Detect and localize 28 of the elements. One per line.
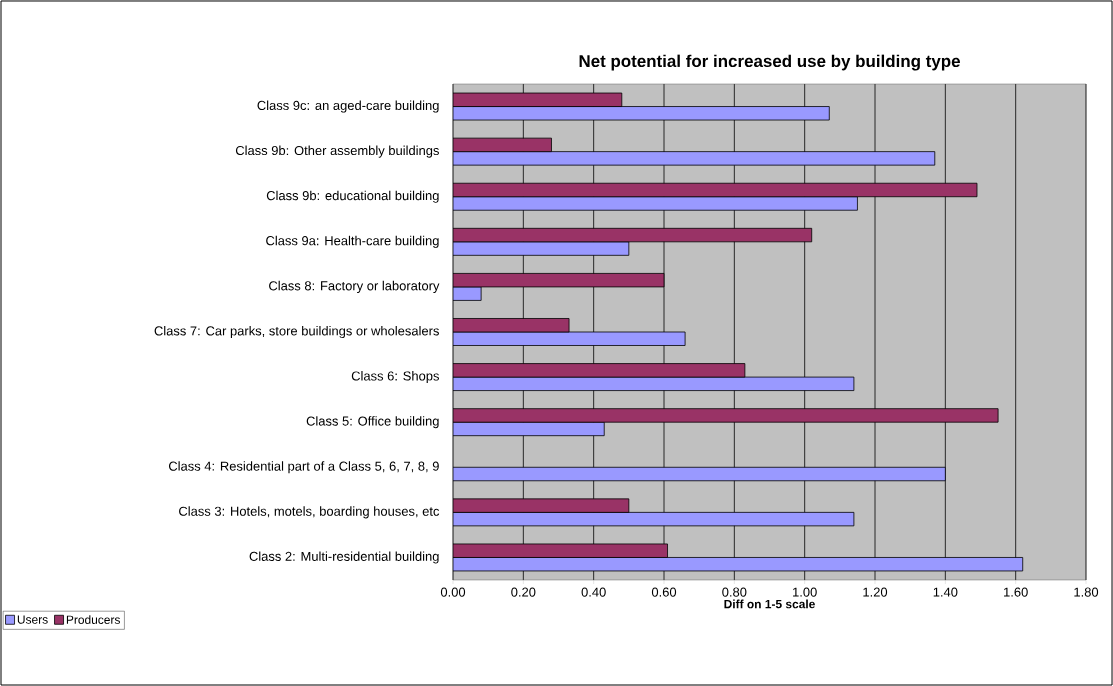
bar — [453, 408, 999, 423]
x-tick-label: 0.00 — [440, 587, 466, 597]
x-tick-label: 0.20 — [511, 587, 536, 597]
bar — [453, 196, 858, 211]
y-tick-label: Class 7: Car parks, store buildings or wholesalers — [154, 325, 439, 339]
y-tick-label: Class 8: Factory or laboratory — [269, 280, 440, 293]
x-tick-label: 0.80 — [722, 587, 747, 597]
y-tick-label: Class 9a: Health-care building — [266, 235, 439, 248]
x-tick-label: 1.80 — [1074, 587, 1099, 597]
x-tick-label: 1.40 — [933, 587, 958, 597]
y-tick-label: Class 5: Office building — [306, 416, 439, 429]
y-tick-label: Class 4: Residential part of a Class 5, 6, 7, 8, 9 — [168, 461, 439, 474]
y-tick-label: Class 9c: an aged-care building — [257, 100, 439, 113]
y-tick-label: Class 6: Shops — [351, 371, 439, 384]
x-tick-label: 1.60 — [1004, 587, 1028, 597]
y-tick-label: Class 9b: educational building — [266, 190, 439, 203]
y-tick-label: Class 2: Multi-residential building — [249, 551, 439, 564]
x-tick-label: 0.40 — [581, 587, 606, 597]
bar — [453, 241, 630, 256]
legend-label: Users — [17, 615, 48, 624]
x-axis-title: Diff on 1-5 scale — [724, 599, 815, 609]
x-tick-label: 0.60 — [651, 587, 677, 597]
chart-title: Net potential for increased use by building type — [579, 54, 960, 71]
x-tick-label: 1.20 — [863, 587, 888, 597]
x-tick-label: 1.00 — [793, 587, 817, 597]
y-tick-label: Class 3: Hotels, motels, boarding houses, etc — [179, 506, 440, 519]
legend-label: Producers — [66, 615, 120, 624]
y-tick-label: Class 9b: Other assembly buildings — [235, 145, 439, 158]
